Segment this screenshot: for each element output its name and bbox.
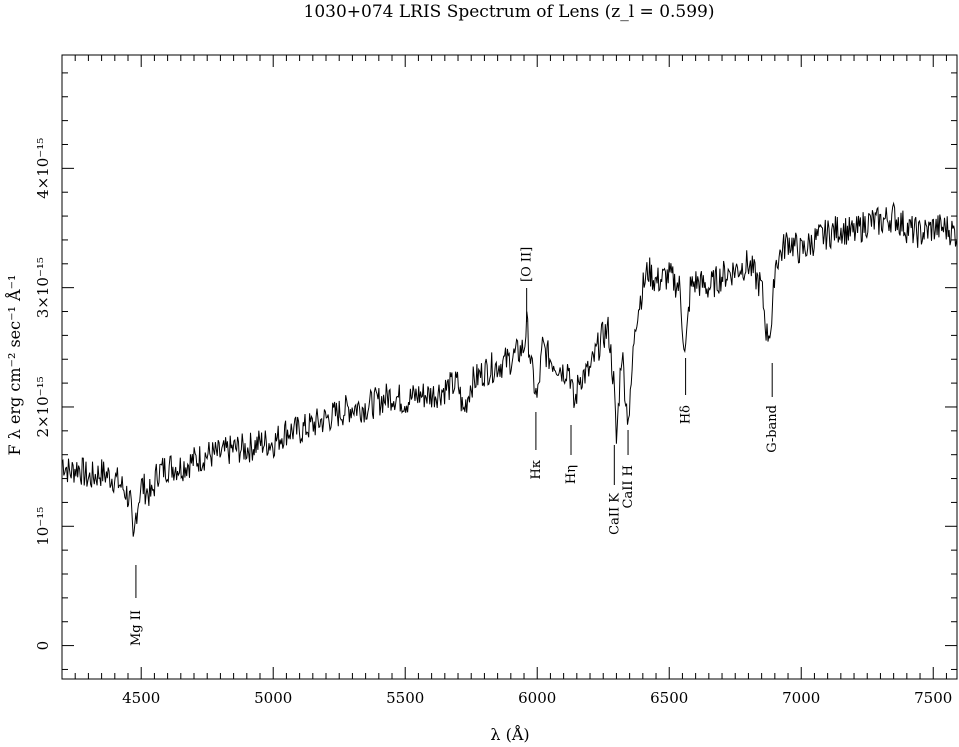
x-tick-label: 6500 xyxy=(650,689,688,707)
spectral-line-label: CaII K xyxy=(607,493,622,535)
spectral-line-label: Mg II xyxy=(129,610,144,646)
y-tick-label: 2×10⁻¹⁵ xyxy=(34,376,52,437)
x-tick-label: 7000 xyxy=(782,689,820,707)
spectral-line-label: CaII H xyxy=(621,465,636,508)
x-tick-label: 7500 xyxy=(914,689,952,707)
y-tick-label: 0 xyxy=(34,641,52,651)
x-axis-label: λ (Å) xyxy=(490,724,529,744)
spectral-line-label: [O II] xyxy=(520,247,535,282)
y-tick-label: 3×10⁻¹⁵ xyxy=(34,257,52,318)
axis-ticks xyxy=(62,55,957,679)
spectrum-series-line xyxy=(61,201,957,537)
spectral-line-label: Hη xyxy=(564,465,579,484)
y-axis-label: F λ erg cm⁻² sec⁻¹ Å⁻¹ xyxy=(4,275,24,456)
x-tick-label: 5500 xyxy=(386,689,424,707)
chart-title: 1030+074 LRIS Spectrum of Lens (z_l = 0.… xyxy=(304,2,715,22)
spectral-line-label: Hκ xyxy=(529,460,544,479)
x-tick-label: 4500 xyxy=(122,689,160,707)
spectral-line-label: G-band xyxy=(765,405,780,453)
y-tick-label: 4×10⁻¹⁵ xyxy=(34,138,52,199)
x-tick-label: 6000 xyxy=(518,689,556,707)
y-tick-label: 10⁻¹⁵ xyxy=(34,507,52,546)
plot-frame xyxy=(61,54,958,680)
x-tick-label: 5000 xyxy=(254,689,292,707)
x-tick-labels: 4500 5000 5500 6000 6500 7000 7500 xyxy=(122,689,952,707)
y-tick-labels: 0 10⁻¹⁵ 2×10⁻¹⁵ 3×10⁻¹⁵ 4×10⁻¹⁵ xyxy=(34,138,52,651)
spectral-line-label: Hδ xyxy=(679,405,694,424)
